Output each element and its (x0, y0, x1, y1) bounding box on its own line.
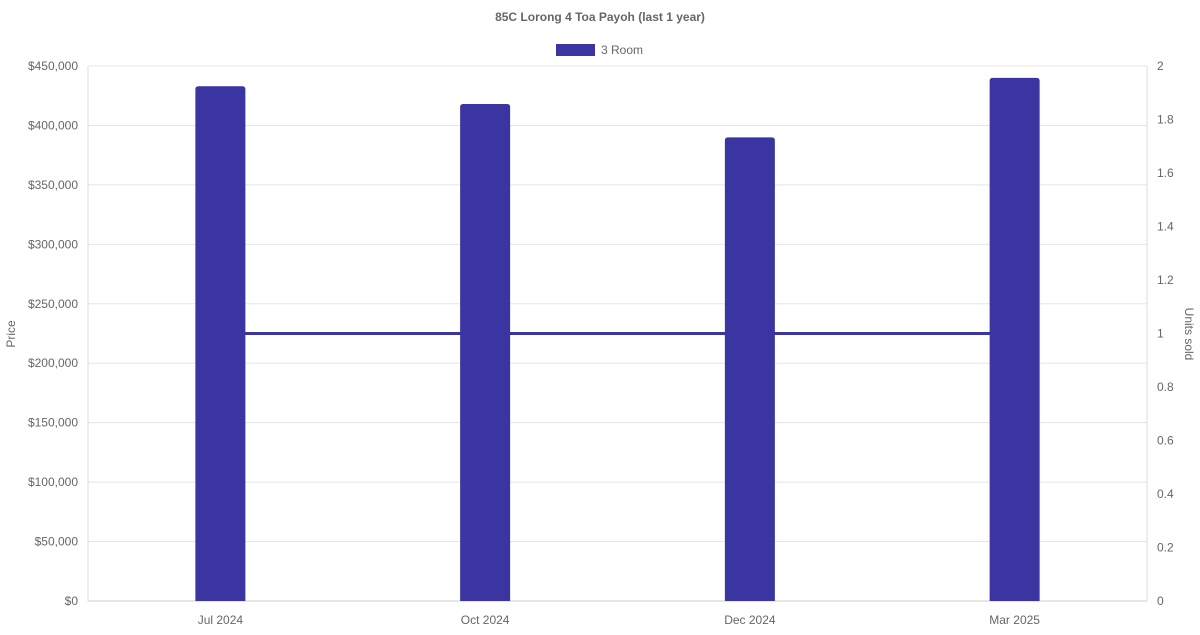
legend-label: 3 Room (601, 43, 643, 57)
y-axis-label: Price (4, 320, 18, 348)
y-tick-label: $350,000 (28, 178, 78, 192)
y2-tick-label: 1 (1157, 327, 1164, 341)
bar (989, 77, 1040, 601)
x-tick-label: Oct 2024 (461, 613, 510, 627)
y2-tick-label: 1.8 (1157, 113, 1174, 127)
y2-tick-label: 1.4 (1157, 220, 1174, 234)
y-tick-label: $200,000 (28, 356, 78, 370)
y2-tick-label: 0.8 (1157, 380, 1174, 394)
y2-tick-label: 0.2 (1157, 541, 1174, 555)
y2-tick-label: 2 (1157, 59, 1164, 73)
x-tick-label: Dec 2024 (724, 613, 776, 627)
y-tick-label: $150,000 (28, 416, 78, 430)
y-tick-label: $100,000 (28, 475, 78, 489)
y-tick-label: $0 (65, 594, 79, 608)
bar (460, 104, 511, 602)
legend[interactable]: 3 Room (556, 43, 643, 57)
x-tick-label: Jul 2024 (198, 613, 244, 627)
y2-tick-label: 0.4 (1157, 487, 1174, 501)
y-tick-label: $250,000 (28, 297, 78, 311)
y2-tick-label: 0 (1157, 594, 1164, 608)
bar (195, 86, 246, 601)
bar (724, 137, 775, 602)
y2-axis-label: Units sold (1182, 308, 1196, 361)
y-tick-label: $300,000 (28, 237, 78, 251)
y2-tick-label: 0.6 (1157, 434, 1174, 448)
x-tick-label: Mar 2025 (989, 613, 1040, 627)
y2-tick-label: 1.2 (1157, 273, 1174, 287)
y-tick-label: $400,000 (28, 118, 78, 132)
y-tick-label: $50,000 (35, 535, 79, 549)
legend-swatch (556, 44, 595, 56)
chart-title: 85C Lorong 4 Toa Payoh (last 1 year) (495, 10, 705, 24)
y2-tick-label: 1.6 (1157, 166, 1174, 180)
y-tick-label: $450,000 (28, 59, 78, 73)
